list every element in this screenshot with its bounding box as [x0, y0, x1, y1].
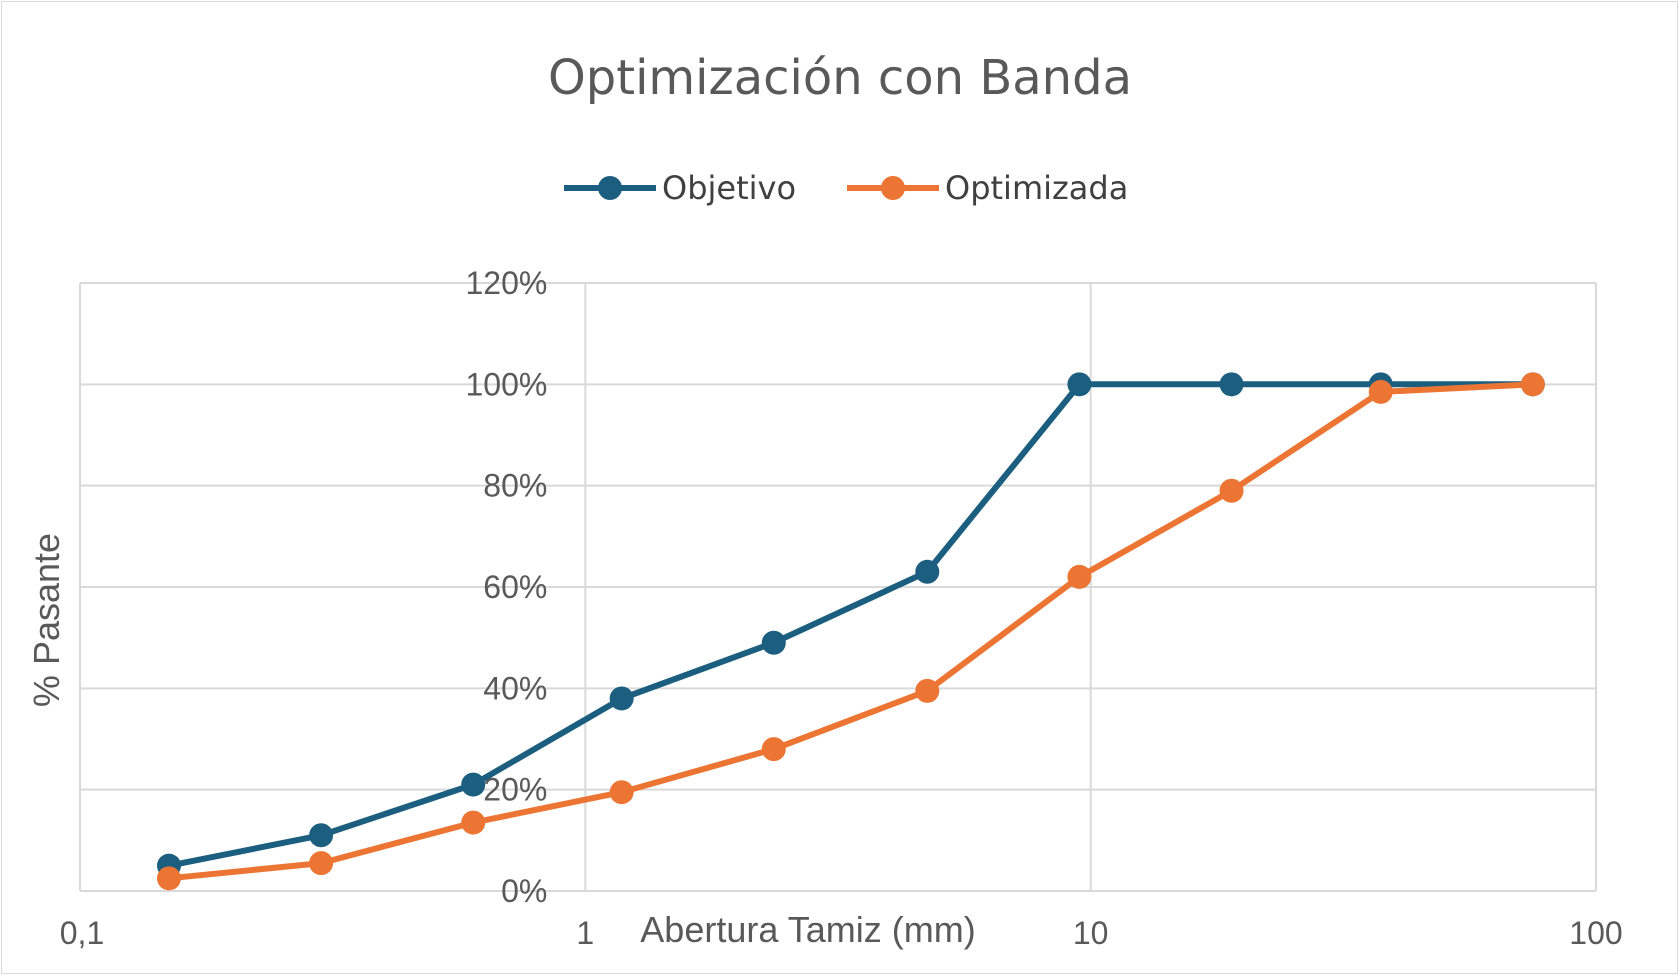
tick-layer: 0% 20% 40% 60% 80% 100% 120% 0,1 1 10 100 — [60, 265, 1623, 951]
data-point — [609, 780, 634, 805]
y-tick-label: 0% — [501, 873, 547, 909]
data-point — [1520, 372, 1545, 397]
series-optimizada — [156, 372, 1545, 891]
legend: Objetivo Optimizada — [564, 169, 1128, 207]
data-point — [461, 810, 486, 835]
legend-label: Objetivo — [662, 169, 796, 207]
data-point — [915, 559, 940, 584]
grid-layer — [79, 282, 1597, 892]
data-point — [156, 866, 181, 891]
x-tick-label: 10 — [1073, 915, 1109, 951]
data-point — [309, 823, 334, 848]
series-line — [166, 381, 1536, 882]
data-point — [1067, 564, 1092, 589]
series-objetivo — [156, 372, 1545, 878]
data-point — [609, 686, 634, 711]
x-tick-label: 1 — [576, 915, 594, 951]
series-line — [166, 381, 1536, 869]
data-point — [915, 678, 940, 703]
y-tick-label: 120% — [465, 265, 547, 301]
data-point — [1368, 379, 1393, 404]
legend-item: Objetivo — [564, 169, 796, 207]
data-point — [1219, 478, 1244, 503]
x-tick-label: 0,1 — [60, 915, 104, 951]
y-tick-label: 40% — [483, 670, 547, 706]
x-tick-label: 100 — [1569, 915, 1622, 951]
y-axis-label: % Pasante — [26, 533, 67, 707]
chart-title: Optimización con Banda — [548, 50, 1132, 106]
data-point — [309, 851, 334, 876]
legend-label: Optimizada — [945, 169, 1128, 207]
y-tick-label: 80% — [483, 468, 547, 504]
data-point — [1067, 372, 1092, 397]
data-point — [761, 737, 786, 762]
y-tick-label: 60% — [483, 569, 547, 605]
data-point — [461, 772, 486, 797]
y-tick-label: 100% — [465, 366, 547, 402]
legend-swatch-marker — [598, 176, 622, 200]
data-point — [761, 630, 786, 655]
y-tick-label: 20% — [483, 772, 547, 808]
x-axis-label: Abertura Tamiz (mm) — [640, 909, 975, 950]
series-layer — [156, 372, 1545, 891]
data-point — [1219, 372, 1244, 397]
legend-item: Optimizada — [847, 169, 1128, 207]
legend-swatch-marker — [881, 176, 905, 200]
